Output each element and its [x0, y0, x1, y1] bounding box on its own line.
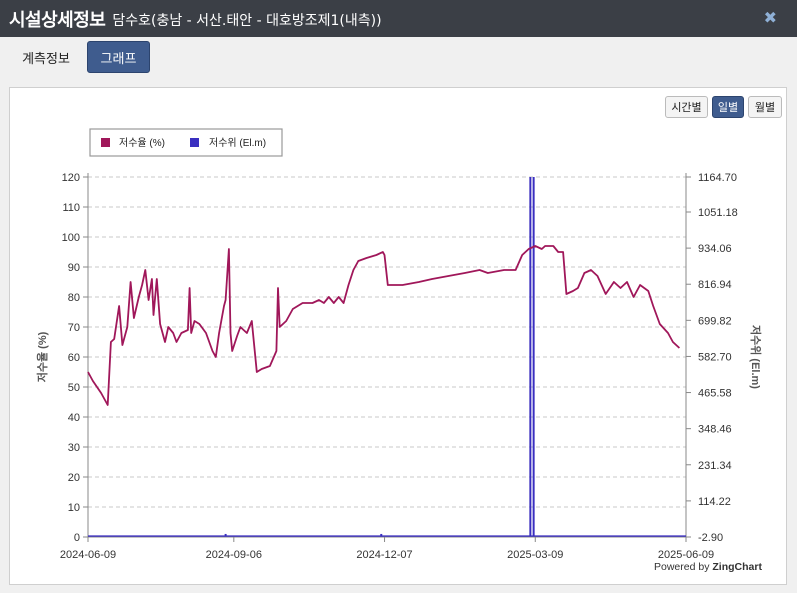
period-daily-button[interactable]: 일별: [712, 96, 744, 118]
tab-graph[interactable]: 그래프: [87, 41, 150, 73]
tab-bar: 계측정보 그래프: [0, 37, 797, 78]
graph-panel: 시간별 일별 월별: [9, 87, 787, 585]
period-monthly-button[interactable]: 월별: [748, 96, 782, 118]
window-titlebar: 시설상세정보 담수호(충남 - 서산.태안 - 대호방조제1(내측)) ✖: [0, 0, 797, 37]
window-title: 시설상세정보: [9, 9, 106, 31]
tab-measurement-info[interactable]: 계측정보: [22, 51, 70, 67]
window-subtitle: 담수호(충남 - 서산.태안 - 대호방조제1(내측)): [112, 12, 382, 29]
close-icon[interactable]: ✖: [763, 8, 777, 27]
period-hourly-button[interactable]: 시간별: [665, 96, 708, 118]
